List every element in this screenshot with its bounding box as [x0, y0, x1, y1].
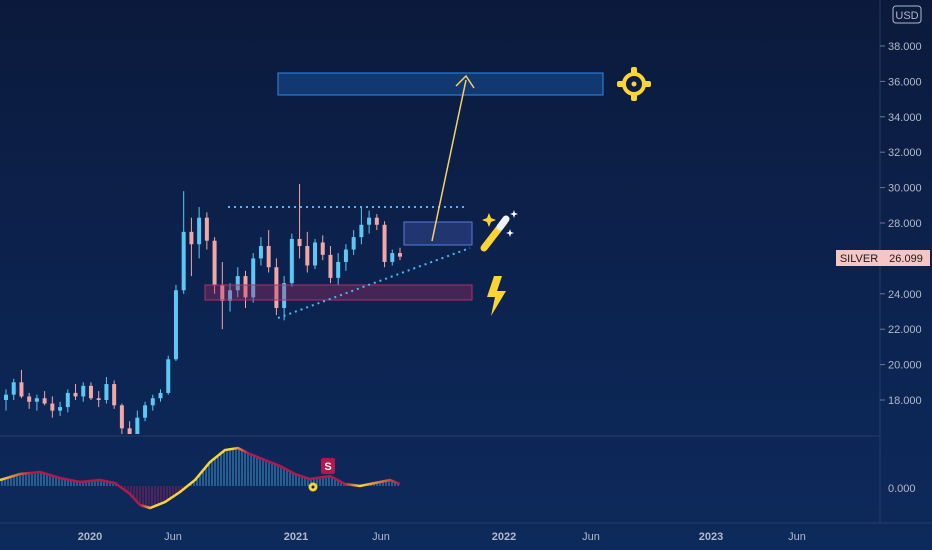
candle[interactable]: [150, 394, 155, 411]
candle[interactable]: [166, 355, 171, 395]
time-tick-label: 2021: [284, 531, 308, 543]
candle[interactable]: [235, 267, 240, 298]
candle[interactable]: [297, 184, 302, 259]
magic-wand-icon: [480, 210, 518, 252]
candle[interactable]: [189, 217, 194, 277]
time-tick-label: Jun: [788, 531, 806, 543]
candle[interactable]: [328, 246, 333, 284]
candle[interactable]: [274, 258, 279, 316]
last-price-value: 26.099: [889, 253, 923, 265]
candle[interactable]: [119, 403, 124, 434]
entry-zone-box[interactable]: [403, 221, 473, 246]
candle[interactable]: [258, 237, 263, 266]
candle[interactable]: [204, 212, 209, 250]
symbol-label: SILVER: [840, 253, 878, 265]
drawings-layer[interactable]: [204, 67, 651, 319]
candle[interactable]: [181, 191, 186, 294]
candle[interactable]: [27, 392, 32, 409]
candle[interactable]: [11, 378, 16, 400]
candle[interactable]: [127, 421, 132, 434]
oscillator-zero-tick: 0.000: [888, 483, 916, 495]
candle[interactable]: [158, 389, 163, 402]
currency-label: USD: [895, 10, 918, 22]
candle[interactable]: [58, 401, 63, 416]
candle[interactable]: [359, 207, 364, 245]
projection-arrow-head: [455, 74, 475, 89]
support-zone-box[interactable]: [204, 284, 473, 301]
candle[interactable]: [228, 283, 233, 312]
sell-signal-marker[interactable]: S: [321, 458, 335, 474]
target-zone-box[interactable]: [277, 72, 604, 96]
candle[interactable]: [42, 391, 47, 406]
candle[interactable]: [398, 247, 402, 261]
candle[interactable]: [320, 235, 325, 261]
candle[interactable]: [173, 284, 178, 362]
price-tick-label: 34.000: [888, 112, 922, 124]
time-tick-label: Jun: [164, 531, 182, 543]
price-axis[interactable]: 38.000 36.000 34.000 32.000 30.000 28.000 26.0…: [880, 41, 922, 407]
candle[interactable]: [305, 231, 310, 273]
candle[interactable]: [73, 384, 78, 400]
time-tick-label: 2023: [699, 531, 723, 543]
price-tick-label: 18.000: [888, 395, 922, 407]
oscillator-pane[interactable]: S: [0, 446, 401, 510]
candle[interactable]: [19, 369, 24, 399]
sell-signal-label: S: [324, 461, 331, 473]
candle[interactable]: [96, 391, 101, 408]
candle[interactable]: [313, 238, 318, 270]
lightning-bolt-icon: [487, 276, 506, 316]
price-tick-label: 28.000: [888, 218, 922, 230]
candle[interactable]: [382, 221, 387, 268]
candle[interactable]: [50, 396, 55, 418]
candle[interactable]: [243, 270, 248, 308]
price-tick-label: 30.000: [888, 183, 922, 195]
candle[interactable]: [81, 382, 86, 402]
candle[interactable]: [351, 230, 356, 255]
crosshair-target-icon: [617, 67, 651, 101]
candle[interactable]: [135, 410, 140, 434]
candle[interactable]: [289, 233, 294, 287]
price-tick-label: 22.000: [888, 324, 922, 336]
rising-support-dotted-line[interactable]: [277, 247, 471, 319]
candle[interactable]: [336, 253, 341, 285]
time-tick-label: Jun: [372, 531, 390, 543]
candle[interactable]: [343, 244, 348, 271]
price-tick-label: 24.000: [888, 289, 922, 301]
price-tick-label: 38.000: [888, 41, 922, 53]
candle[interactable]: [367, 210, 372, 234]
candle[interactable]: [197, 207, 202, 259]
candle[interactable]: [104, 376, 109, 404]
candle[interactable]: [212, 237, 217, 294]
candle[interactable]: [251, 253, 256, 303]
candle[interactable]: [266, 230, 271, 273]
price-tick-label: 20.000: [888, 360, 922, 372]
time-tick-label: Jun: [582, 531, 600, 543]
candle[interactable]: [282, 276, 287, 321]
time-tick-label: 2022: [492, 531, 516, 543]
candle[interactable]: [374, 214, 379, 231]
candle[interactable]: [4, 389, 8, 411]
last-price-label: SILVER 26.099: [836, 250, 930, 266]
candle[interactable]: [88, 382, 93, 400]
candle[interactable]: [112, 380, 117, 409]
candle[interactable]: [390, 249, 395, 266]
signal-dot-marker: [308, 482, 318, 492]
candle[interactable]: [143, 401, 148, 422]
price-tick-label: 32.000: [888, 147, 922, 159]
candles-layer: [4, 184, 402, 434]
time-axis[interactable]: 2020 Jun 2021 Jun 2022 Jun 2023 Jun: [78, 531, 806, 543]
oscillator-line: [0, 446, 401, 510]
candle[interactable]: [34, 394, 39, 411]
candle[interactable]: [65, 389, 70, 413]
currency-badge[interactable]: USD: [892, 5, 922, 24]
time-tick-label: 2020: [78, 531, 102, 543]
price-tick-label: 36.000: [888, 76, 922, 88]
projection-arrow-line[interactable]: [431, 79, 467, 242]
candle[interactable]: [220, 261, 225, 330]
